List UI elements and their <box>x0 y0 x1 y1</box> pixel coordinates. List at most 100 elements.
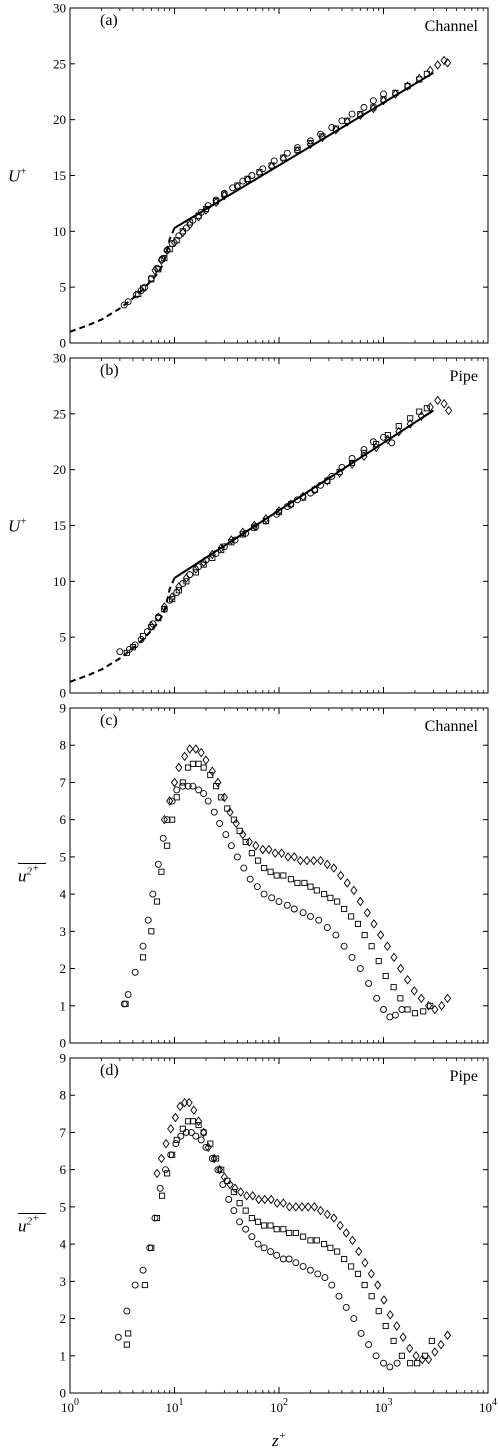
data-point <box>140 943 146 949</box>
data-point <box>193 1133 199 1139</box>
y-tick-label: 0 <box>60 686 67 701</box>
data-point <box>336 1293 342 1299</box>
data-point <box>328 895 333 900</box>
data-point <box>124 1342 129 1347</box>
data-point <box>284 902 290 908</box>
data-point <box>293 1260 299 1266</box>
data-point <box>196 1117 202 1125</box>
data-point <box>435 61 441 69</box>
data-point <box>286 1203 292 1211</box>
y-tick-label: 6 <box>60 812 67 827</box>
data-point <box>238 1188 244 1196</box>
data-point <box>186 1099 192 1107</box>
data-point <box>243 1226 249 1232</box>
y-tick-label: 9 <box>60 1051 67 1066</box>
data-point <box>308 1238 313 1243</box>
data-point <box>349 954 355 960</box>
y-tick-label: 0 <box>60 336 67 351</box>
data-point <box>370 98 376 104</box>
data-point <box>439 1002 445 1010</box>
data-point <box>300 1263 306 1269</box>
y-tick-label: 30 <box>53 1 66 16</box>
panel-label: (b) <box>100 362 119 379</box>
data-point <box>314 888 319 893</box>
data-point <box>358 1330 364 1336</box>
y-axis-label: u2+ <box>18 1213 46 1236</box>
data-point <box>250 1192 256 1200</box>
data-point <box>321 1242 326 1247</box>
data-point <box>187 745 193 753</box>
data-point <box>256 1195 262 1203</box>
data-point <box>262 1195 268 1203</box>
data-point <box>376 1309 381 1314</box>
data-point <box>408 1361 413 1366</box>
data-point <box>279 849 285 857</box>
data-point <box>318 1207 324 1215</box>
data-point <box>400 1333 406 1341</box>
data-point <box>299 1203 305 1211</box>
data-point <box>342 906 347 911</box>
data-point <box>215 778 221 786</box>
data-point <box>198 1137 204 1143</box>
data-point <box>269 895 275 901</box>
y-axis-label: U+ <box>8 517 27 536</box>
x-tick-label: 100 <box>61 1397 79 1415</box>
data-point <box>124 1308 130 1314</box>
data-point <box>121 1001 127 1007</box>
data-point <box>187 572 193 578</box>
data-point <box>247 876 253 882</box>
data-point <box>231 1208 237 1214</box>
data-point <box>260 845 266 853</box>
data-point <box>261 1245 267 1251</box>
data-point <box>140 1267 146 1273</box>
data-point <box>311 1203 317 1211</box>
data-point <box>165 843 170 848</box>
data-point <box>149 929 154 934</box>
data-point <box>157 1185 163 1191</box>
data-point <box>391 953 397 961</box>
data-point <box>373 1353 379 1359</box>
data-point <box>291 853 297 861</box>
y-tick-label: 3 <box>60 924 67 939</box>
data-point <box>413 1352 419 1360</box>
data-point <box>162 1167 168 1173</box>
data-point <box>159 869 164 874</box>
data-point <box>314 1238 319 1243</box>
data-point <box>293 1203 299 1211</box>
data-point <box>318 857 324 865</box>
data-point <box>305 1203 311 1211</box>
data-point <box>201 791 207 797</box>
x-tick-label: 102 <box>270 1397 288 1415</box>
data-point <box>387 1311 393 1319</box>
y-tick-label: 2 <box>60 1311 67 1326</box>
x-tick-label: 101 <box>166 1397 184 1415</box>
y-tick-label: 1 <box>60 998 67 1013</box>
data-point <box>126 1331 131 1336</box>
data-point <box>432 1348 438 1356</box>
data-point <box>338 872 344 880</box>
y-tick-label: 5 <box>60 630 67 645</box>
data-point <box>357 966 363 972</box>
panel-b: 051015202530(b) PipeU+ <box>8 351 488 701</box>
panel-d: 0123456789100 101 102 103 104(d) Pipeu2+ <box>18 1051 497 1416</box>
data-point <box>374 995 380 1001</box>
data-point <box>211 809 217 815</box>
data-point <box>237 1201 242 1206</box>
data-point <box>198 749 204 757</box>
data-point <box>349 1264 354 1269</box>
y-tick-label: 7 <box>60 775 67 790</box>
data-point <box>300 1234 305 1239</box>
x-axis-label-text: z+ <box>271 1430 286 1450</box>
data-point <box>418 994 424 1002</box>
x-tick-label: 103 <box>375 1397 393 1415</box>
data-point <box>441 400 447 408</box>
data-point <box>125 992 131 998</box>
data-point <box>244 1192 250 1200</box>
y-tick-label: 0 <box>60 1036 67 1051</box>
data-point <box>281 873 286 878</box>
data-point <box>274 1227 279 1232</box>
data-point <box>165 1171 170 1176</box>
data-point <box>158 1155 164 1163</box>
data-point <box>243 1208 248 1213</box>
data-point <box>255 858 260 863</box>
